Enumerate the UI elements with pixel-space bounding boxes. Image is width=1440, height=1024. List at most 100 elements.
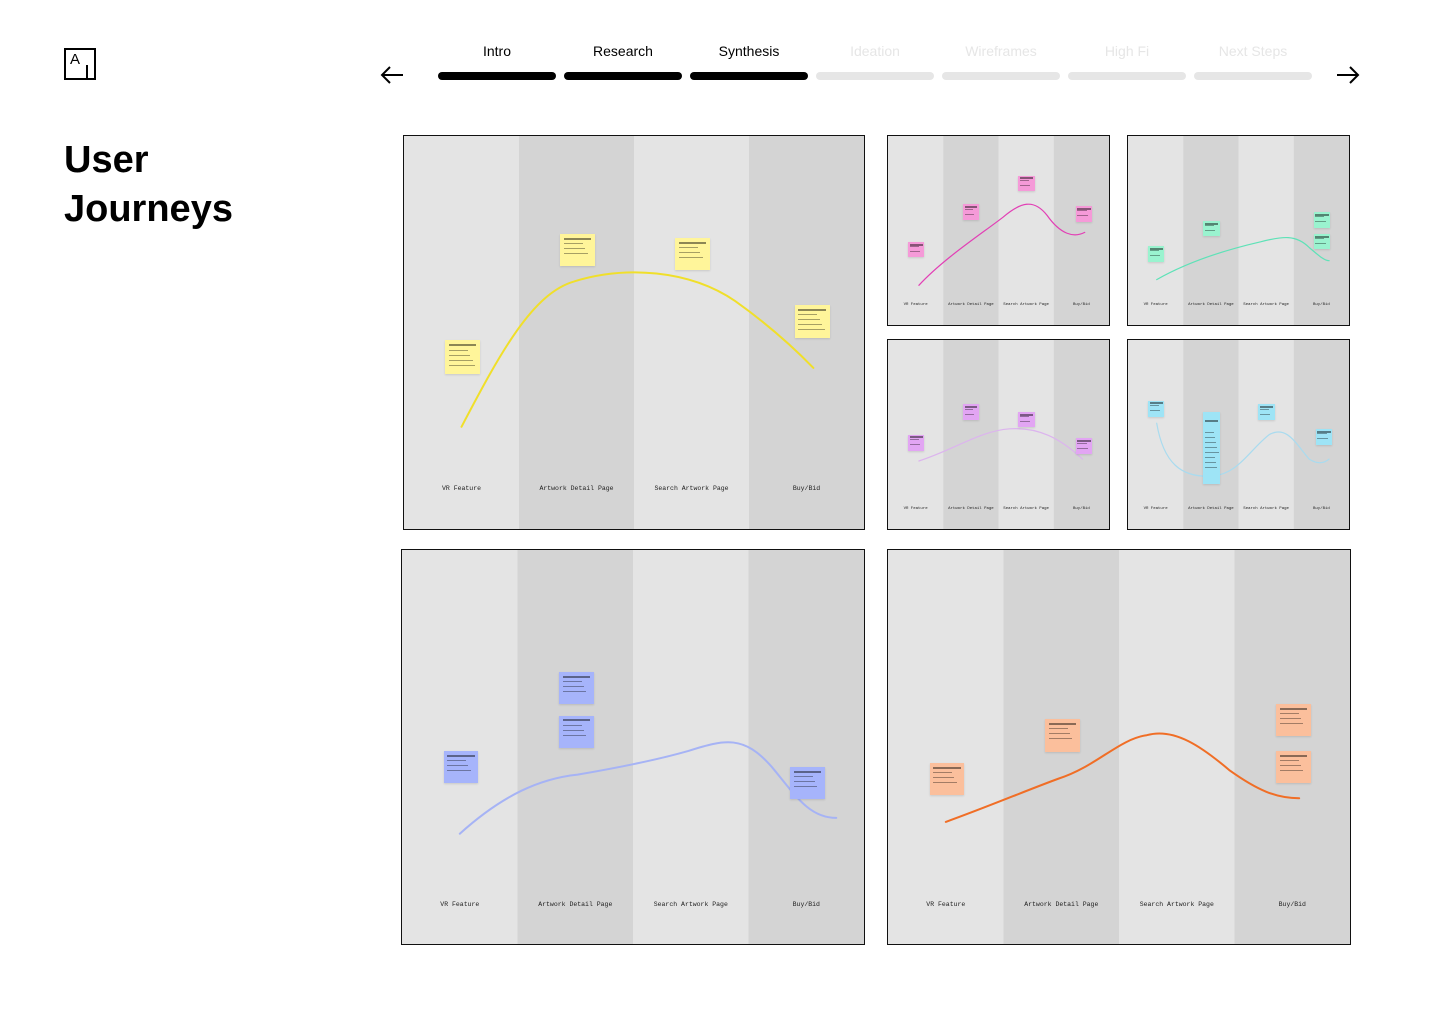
journey-map-canvas bbox=[888, 340, 1109, 529]
sticky-note[interactable] bbox=[560, 234, 595, 266]
sticky-note[interactable] bbox=[675, 238, 710, 270]
emotion-curve bbox=[458, 741, 838, 835]
journey-map-yellow[interactable]: VR Feature Artwork Detail Page Search Artw… bbox=[403, 135, 865, 530]
sticky-note[interactable] bbox=[1018, 175, 1035, 191]
step-next-steps[interactable]: Next Steps bbox=[1194, 42, 1312, 82]
sticky-note[interactable] bbox=[1075, 438, 1093, 455]
sticky-note[interactable] bbox=[963, 404, 979, 421]
step-intro[interactable]: Intro bbox=[438, 42, 556, 82]
stage-lane bbox=[998, 136, 1055, 325]
step-label: Synthesis bbox=[718, 43, 780, 59]
stage-label: Search Artwork Page bbox=[1003, 507, 1049, 512]
step-ideation[interactable]: Ideation bbox=[816, 42, 934, 82]
step-research[interactable]: Research bbox=[564, 42, 682, 82]
page-title: User Journeys bbox=[64, 139, 233, 230]
sticky-note[interactable] bbox=[1276, 750, 1311, 784]
stage-lane bbox=[1119, 550, 1235, 944]
sticky-note[interactable] bbox=[1147, 400, 1165, 417]
sticky-note[interactable] bbox=[1315, 428, 1333, 445]
arrow-left-icon[interactable] bbox=[379, 62, 405, 88]
sticky-note[interactable] bbox=[443, 750, 479, 784]
sticky-note[interactable] bbox=[1313, 234, 1331, 250]
journey-map-canvas bbox=[1128, 136, 1349, 325]
logo-mark bbox=[86, 65, 88, 78]
step-label: Ideation bbox=[850, 43, 900, 59]
stage-lane bbox=[1234, 550, 1350, 944]
journey-map-orange[interactable]: VR Feature Artwork Detail Page Search Artw… bbox=[887, 549, 1351, 945]
stage-label: VR Feature bbox=[440, 901, 480, 908]
stage-lane bbox=[888, 136, 944, 325]
sticky-note[interactable] bbox=[1018, 411, 1035, 427]
step-progress-bar bbox=[690, 72, 808, 80]
step-label: Wireframes bbox=[965, 43, 1037, 59]
stage-lane bbox=[634, 136, 750, 529]
journey-map-blue[interactable]: VR Feature Artwork Detail Page Search Artw… bbox=[401, 549, 865, 945]
stage-label: VR Feature bbox=[926, 901, 966, 908]
sticky-note[interactable] bbox=[1075, 205, 1093, 222]
stage-label: VR Feature bbox=[903, 303, 928, 308]
emotion-curve bbox=[944, 732, 1301, 823]
sticky-note[interactable] bbox=[963, 204, 979, 221]
brand-logo[interactable]: A bbox=[64, 48, 96, 80]
stage-lane bbox=[1128, 340, 1184, 529]
stage-label: Buy/Bid bbox=[792, 901, 820, 908]
stage-label: Search Artwork Page bbox=[1139, 901, 1214, 908]
journey-map-canvas bbox=[888, 550, 1350, 944]
sticky-note[interactable] bbox=[1203, 411, 1220, 484]
journey-map-mint[interactable]: VR Feature Artwork Detail Page Search Artw… bbox=[1127, 135, 1350, 326]
emotion-curve bbox=[460, 271, 815, 428]
stage-lane bbox=[943, 136, 1000, 325]
step-label: Next Steps bbox=[1218, 43, 1288, 59]
stage-label: Buy/Bid bbox=[1072, 507, 1090, 512]
step-label: High Fi bbox=[1104, 43, 1150, 59]
step-progress-bar bbox=[438, 72, 556, 80]
sticky-note[interactable] bbox=[1313, 211, 1331, 228]
stage-label: Search Artwork Page bbox=[1243, 507, 1289, 512]
sticky-note[interactable] bbox=[1045, 719, 1080, 752]
step-wireframes[interactable]: Wireframes bbox=[942, 42, 1060, 82]
emotion-curve bbox=[1156, 237, 1330, 281]
emotion-curve bbox=[1156, 422, 1330, 477]
stage-lane bbox=[1128, 136, 1184, 325]
sticky-note[interactable] bbox=[907, 241, 925, 257]
sticky-note[interactable] bbox=[790, 766, 825, 799]
journey-map-cyan[interactable]: VR Feature Artwork Detail Page Search Artw… bbox=[1127, 339, 1350, 530]
stage-label: Artwork Detail Page bbox=[1188, 303, 1234, 308]
stage-lane bbox=[633, 550, 749, 944]
stage-label: VR Feature bbox=[1143, 507, 1168, 512]
journey-map-pink[interactable]: VR Feature Artwork Detail Page Search Artw… bbox=[887, 135, 1110, 326]
stage-lane bbox=[888, 550, 1004, 944]
sticky-note[interactable] bbox=[1276, 703, 1311, 736]
stage-label: Buy/Bid bbox=[1312, 303, 1330, 308]
journey-map-canvas bbox=[1128, 340, 1349, 529]
stage-label: Buy/Bid bbox=[1312, 507, 1330, 512]
journey-map-canvas bbox=[888, 136, 1109, 325]
stage-lane bbox=[404, 136, 520, 529]
step-progress-bar bbox=[1068, 72, 1186, 80]
emotion-curve bbox=[918, 428, 1084, 462]
stage-lane bbox=[1238, 340, 1295, 529]
stage-label: Artwork Detail Page bbox=[1024, 901, 1099, 908]
sticky-note[interactable] bbox=[559, 672, 594, 705]
step-high-fi[interactable]: High Fi bbox=[1068, 42, 1186, 82]
a-logo-icon: A bbox=[70, 51, 81, 68]
arrow-right-icon[interactable] bbox=[1335, 62, 1361, 88]
step-synthesis[interactable]: Synthesis bbox=[690, 42, 808, 82]
step-progress-bar bbox=[816, 72, 934, 80]
step-progress-bar bbox=[942, 72, 1060, 80]
stage-label: Artwork Detail Page bbox=[948, 303, 994, 308]
step-progress-bar bbox=[1194, 72, 1312, 80]
step-label: Intro bbox=[482, 43, 511, 59]
sticky-note[interactable] bbox=[1258, 404, 1275, 421]
sticky-note[interactable] bbox=[1203, 221, 1220, 237]
stage-lane bbox=[402, 550, 518, 944]
journey-map-lavender[interactable]: VR Feature Artwork Detail Page Search Artw… bbox=[887, 339, 1110, 530]
sticky-note[interactable] bbox=[929, 762, 965, 796]
sticky-note[interactable] bbox=[445, 340, 480, 374]
stage-label: Buy/Bid bbox=[1072, 303, 1090, 308]
sticky-note[interactable] bbox=[559, 715, 594, 748]
sticky-note[interactable] bbox=[795, 305, 830, 339]
sticky-note[interactable] bbox=[907, 434, 925, 451]
step-label: Research bbox=[593, 43, 653, 59]
sticky-note[interactable] bbox=[1147, 245, 1165, 262]
